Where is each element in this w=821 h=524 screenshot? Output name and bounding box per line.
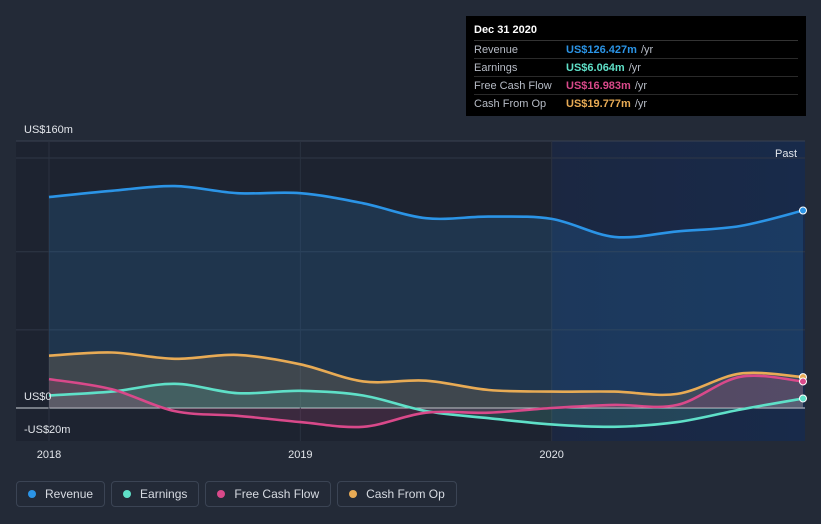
x-axis-label: 2018 xyxy=(37,449,61,461)
tooltip-value: US$19.777m xyxy=(566,97,631,110)
free-cash-flow-line xyxy=(48,374,804,429)
tooltip-value: US$16.983m xyxy=(566,79,631,92)
tooltip-unit: /yr xyxy=(640,43,654,56)
legend-dot-icon xyxy=(217,490,226,498)
legend-dot-icon xyxy=(349,490,358,498)
cash-from-op-line xyxy=(48,351,804,397)
free-cash-flow-end-point xyxy=(799,377,807,386)
revenue-line xyxy=(48,184,804,239)
revenue-end-point xyxy=(799,206,807,215)
legend-dot-icon xyxy=(28,490,36,498)
tooltip-row-cash-from-op: Cash From Op US$19.777m /yr xyxy=(474,95,798,112)
earnings-area xyxy=(49,383,803,427)
legend-label: Revenue xyxy=(45,487,94,501)
legend-item-revenue[interactable]: Revenue xyxy=(16,481,106,507)
y-axis-label: -US$20m xyxy=(24,424,70,436)
y-axis-label: US$0 xyxy=(24,391,52,403)
earnings-line xyxy=(48,382,804,429)
revenue-area xyxy=(49,186,803,408)
tooltip-panel: Dec 31 2020 Revenue US$126.427m /yr Earn… xyxy=(466,16,806,116)
tooltip-row-earnings: Earnings US$6.064m /yr xyxy=(474,59,798,77)
legend-label: Cash From Op xyxy=(366,487,445,501)
legend-item-free-cash-flow[interactable]: Free Cash Flow xyxy=(205,481,332,507)
tooltip-row-revenue: Revenue US$126.427m /yr xyxy=(474,41,798,59)
legend-label: Free Cash Flow xyxy=(234,487,320,501)
tooltip-date: Dec 31 2020 xyxy=(474,24,798,41)
x-axis-label: 2020 xyxy=(539,449,563,461)
legend-label: Earnings xyxy=(140,487,188,501)
tooltip-label: Revenue xyxy=(474,43,519,56)
legend-item-cash-from-op[interactable]: Cash From Op xyxy=(337,481,457,507)
earnings-end-point xyxy=(799,394,807,403)
y-axis-label: US$160m xyxy=(24,124,73,136)
tooltip-value: US$6.064m xyxy=(566,61,625,74)
legend-item-earnings[interactable]: Earnings xyxy=(111,481,200,507)
tooltip-label: Earnings xyxy=(474,61,518,74)
x-axis-label: 2019 xyxy=(288,449,312,461)
legend: Revenue Earnings Free Cash Flow Cash Fro… xyxy=(16,481,457,507)
legend-dot-icon xyxy=(123,490,132,498)
tooltip-value: US$126.427m xyxy=(566,43,637,56)
free-cash-flow-area xyxy=(49,375,803,428)
tooltip-unit: /yr xyxy=(634,79,648,92)
past-label: Past xyxy=(775,148,797,160)
tooltip-label: Free Cash Flow xyxy=(474,79,552,92)
tooltip-unit: /yr xyxy=(628,61,641,74)
tooltip-unit: /yr xyxy=(634,97,648,110)
tooltip-row-free-cash-flow: Free Cash Flow US$16.983m /yr xyxy=(474,77,798,95)
tooltip-label: Cash From Op xyxy=(474,97,547,110)
